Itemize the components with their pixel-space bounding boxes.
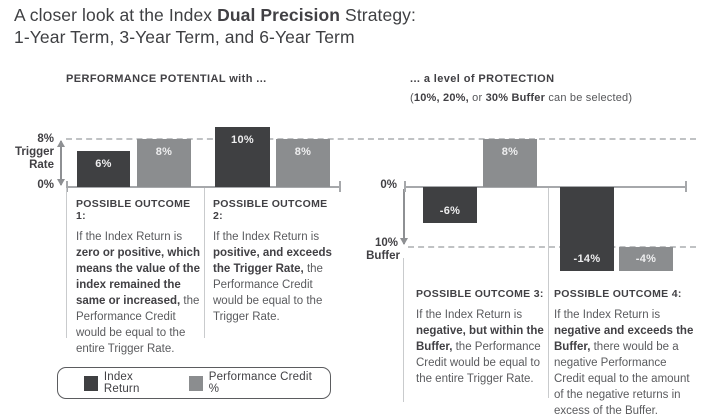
buffer-selection-note: (10%, 20%, or 30% Buffer can be selected… <box>410 92 633 104</box>
outcome-1-body: If the Index Return is zero or positive,… <box>76 231 200 355</box>
arrow-down-icon <box>400 238 408 245</box>
legend-item-index-return: Index Return <box>84 371 167 395</box>
performance-credit-bar-outcome-3: 8% <box>483 139 537 187</box>
bar-value-label: 8% <box>501 146 519 158</box>
page-title-line-1: A closer look at the Index Dual Precisio… <box>14 5 416 25</box>
protection-section-header: ... a level of PROTECTION <box>410 73 555 85</box>
trigger-rate-axis-value: 8% <box>37 133 54 145</box>
outcome-2-body: If the Index Return is positive, and exc… <box>213 231 332 323</box>
bar-value-label: 8% <box>155 146 173 158</box>
index-return-bar-outcome-2: 10% <box>215 127 270 187</box>
trigger-range-arrow <box>57 140 65 186</box>
left-baseline-start-tick <box>66 181 68 192</box>
bar-value-label: 8% <box>294 146 312 158</box>
outcome-3-body: If the Index Return is negative, but wit… <box>416 309 544 385</box>
buffer-axis-value: 10% <box>374 237 398 249</box>
outcome-4-body: If the Index Return is negative and exce… <box>554 309 694 417</box>
index-return-bar-outcome-1: 6% <box>77 151 130 187</box>
bar-value-label: -14% <box>573 253 601 265</box>
bar-value-label: -4% <box>635 253 657 265</box>
arrow-down-icon <box>57 179 65 186</box>
left-chart-baseline <box>66 186 341 188</box>
divider-outcome-3-4 <box>548 188 549 398</box>
performance-credit-bar-outcome-2: 8% <box>276 139 330 187</box>
right-baseline-end-tick <box>685 181 687 192</box>
left-zero-axis-label: 0% <box>37 179 54 191</box>
outcome-3-title: POSSIBLE OUTCOME 3: <box>416 288 544 300</box>
performance-credit-bar-outcome-1: 8% <box>137 139 191 187</box>
outcome-1-title: POSSIBLE OUTCOME 1: <box>76 198 191 222</box>
outcome-3-block: POSSIBLE OUTCOME 3: If the Index Return … <box>416 288 544 387</box>
bar-value-label: 6% <box>95 158 112 170</box>
legend-label-index-return: Index Return <box>103 371 140 395</box>
divider-outcome-1-2 <box>204 188 205 338</box>
right-chart-baseline <box>405 186 687 188</box>
legend-label-performance-credit: Performance Credit % <box>208 371 313 395</box>
buffer-dashed-line <box>408 246 696 248</box>
left-baseline-end-tick <box>339 181 341 192</box>
legend-box: Index Return Performance Credit % <box>57 367 331 399</box>
outcome-2-block: POSSIBLE OUTCOME 2: If the Index Return … <box>213 198 340 325</box>
outcome-1-block: POSSIBLE OUTCOME 1: If the Index Return … <box>76 198 200 357</box>
buffer-range-arrow <box>400 189 408 245</box>
buffer-axis-label: Buffer <box>366 250 400 262</box>
page-title-line-2: 1-Year Term, 3-Year Term, and 6-Year Ter… <box>14 26 355 47</box>
bar-value-label: 10% <box>231 134 254 146</box>
trigger-rate-axis-label: Trigger Rate <box>15 146 54 171</box>
index-return-swatch-icon <box>84 375 98 391</box>
right-baseline-start-tick <box>404 181 406 192</box>
performance-credit-swatch-icon <box>188 375 203 391</box>
divider-outcome-1-left <box>66 188 67 338</box>
arrow-up-icon <box>57 140 65 147</box>
outcome-4-title: POSSIBLE OUTCOME 4: <box>554 288 682 300</box>
legend-item-performance-credit: Performance Credit % <box>188 371 317 395</box>
performance-section-header: PERFORMANCE POTENTIAL with ... <box>66 73 267 85</box>
performance-credit-bar-outcome-4: -4% <box>619 247 673 271</box>
right-zero-axis-label: 0% <box>380 179 397 191</box>
divider-outcome-3-left <box>403 258 404 402</box>
outcome-2-title: POSSIBLE OUTCOME 2: <box>213 198 328 222</box>
trigger-rate-dashed-line <box>66 138 696 140</box>
page-title: A closer look at the Index Dual Precisio… <box>14 5 416 48</box>
bar-value-label: -6% <box>439 205 461 217</box>
index-return-bar-outcome-4: -14% <box>560 187 614 271</box>
outcome-4-block: POSSIBLE OUTCOME 4: If the Index Return … <box>554 288 694 419</box>
index-return-bar-outcome-3: -6% <box>423 187 477 223</box>
